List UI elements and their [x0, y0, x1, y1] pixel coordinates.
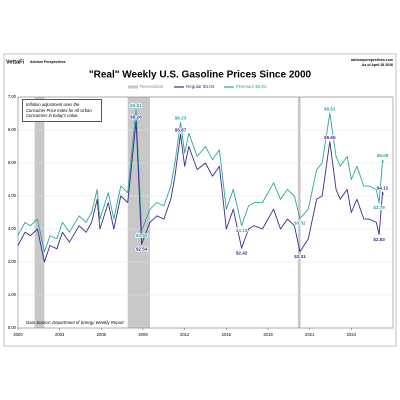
- legend-label: Regular $4.04: [186, 84, 215, 89]
- value-label: $2.54: [136, 246, 148, 251]
- site: advisorperspectives.com: [351, 58, 393, 62]
- series-line: [17, 109, 384, 253]
- value-label: $4.12: [377, 185, 389, 190]
- recession-band: [127, 97, 150, 328]
- x-tick-label: 2000: [13, 332, 23, 337]
- recession-band: [34, 97, 45, 328]
- value-label: $5.09: [377, 153, 389, 158]
- legend: Recessions Regular $4.04 Premium $5.02: [128, 84, 267, 89]
- x-tick-label: 2003: [55, 332, 65, 337]
- series-line: [17, 120, 384, 263]
- brand: VettaFi: [6, 59, 25, 65]
- legend-label: Premium $5.02: [236, 84, 267, 89]
- value-label: $3.79: [373, 205, 385, 210]
- value-label: $6.23: [175, 116, 187, 121]
- y-tick-label: 4.00: [8, 193, 17, 198]
- recession-band: [297, 97, 301, 328]
- y-tick-label: 6.00: [8, 127, 17, 132]
- value-label: $2.83: [373, 237, 385, 242]
- as-of: As of April 28 2026: [362, 63, 393, 67]
- value-label: $3.32: [294, 221, 306, 226]
- legend-label: Recessions: [140, 84, 164, 89]
- sub-brand: Advisor Perspectives: [30, 60, 66, 64]
- y-tick-label: 5.00: [8, 160, 17, 165]
- value-label: $2.42: [236, 250, 248, 255]
- x-tick-label: 2018: [263, 332, 273, 337]
- value-label: $5.87: [175, 128, 187, 133]
- value-label: $5.65: [324, 135, 336, 140]
- plot-frame: [17, 96, 394, 329]
- value-label: $6.61: [130, 103, 142, 108]
- value-label: $2.94: [136, 233, 148, 238]
- x-tick-label: 2006: [97, 332, 107, 337]
- value-label: $2.31: [294, 254, 306, 259]
- y-tick-label: 2.00: [8, 259, 17, 264]
- x-tick-label: 2024: [347, 332, 357, 337]
- outer-frame: [3, 53, 397, 347]
- source: Data Source: Department of Energy Weekly…: [26, 320, 124, 325]
- note-box: Inflation adjustment uses the Consumer P…: [22, 99, 102, 123]
- value-label: $3.10: [236, 228, 248, 233]
- x-tick-label: 2009: [138, 332, 148, 337]
- y-tick-label: 0.00: [8, 325, 17, 330]
- note: Inflation adjustment uses the Consumer P…: [22, 99, 102, 123]
- y-tick-label: 7.00: [8, 94, 17, 99]
- x-tick-label: 2015: [222, 332, 232, 337]
- y-tick-label: 1.00: [8, 292, 17, 297]
- value-label: $6.51: [324, 106, 336, 111]
- x-tick-label: 2021: [305, 332, 315, 337]
- x-tick-label: 2012: [180, 332, 190, 337]
- chart-title: "Real" Weekly U.S. Gasoline Prices Since…: [89, 70, 312, 81]
- value-label: $6.26: [130, 115, 142, 120]
- y-tick-label: 3.00: [8, 226, 17, 231]
